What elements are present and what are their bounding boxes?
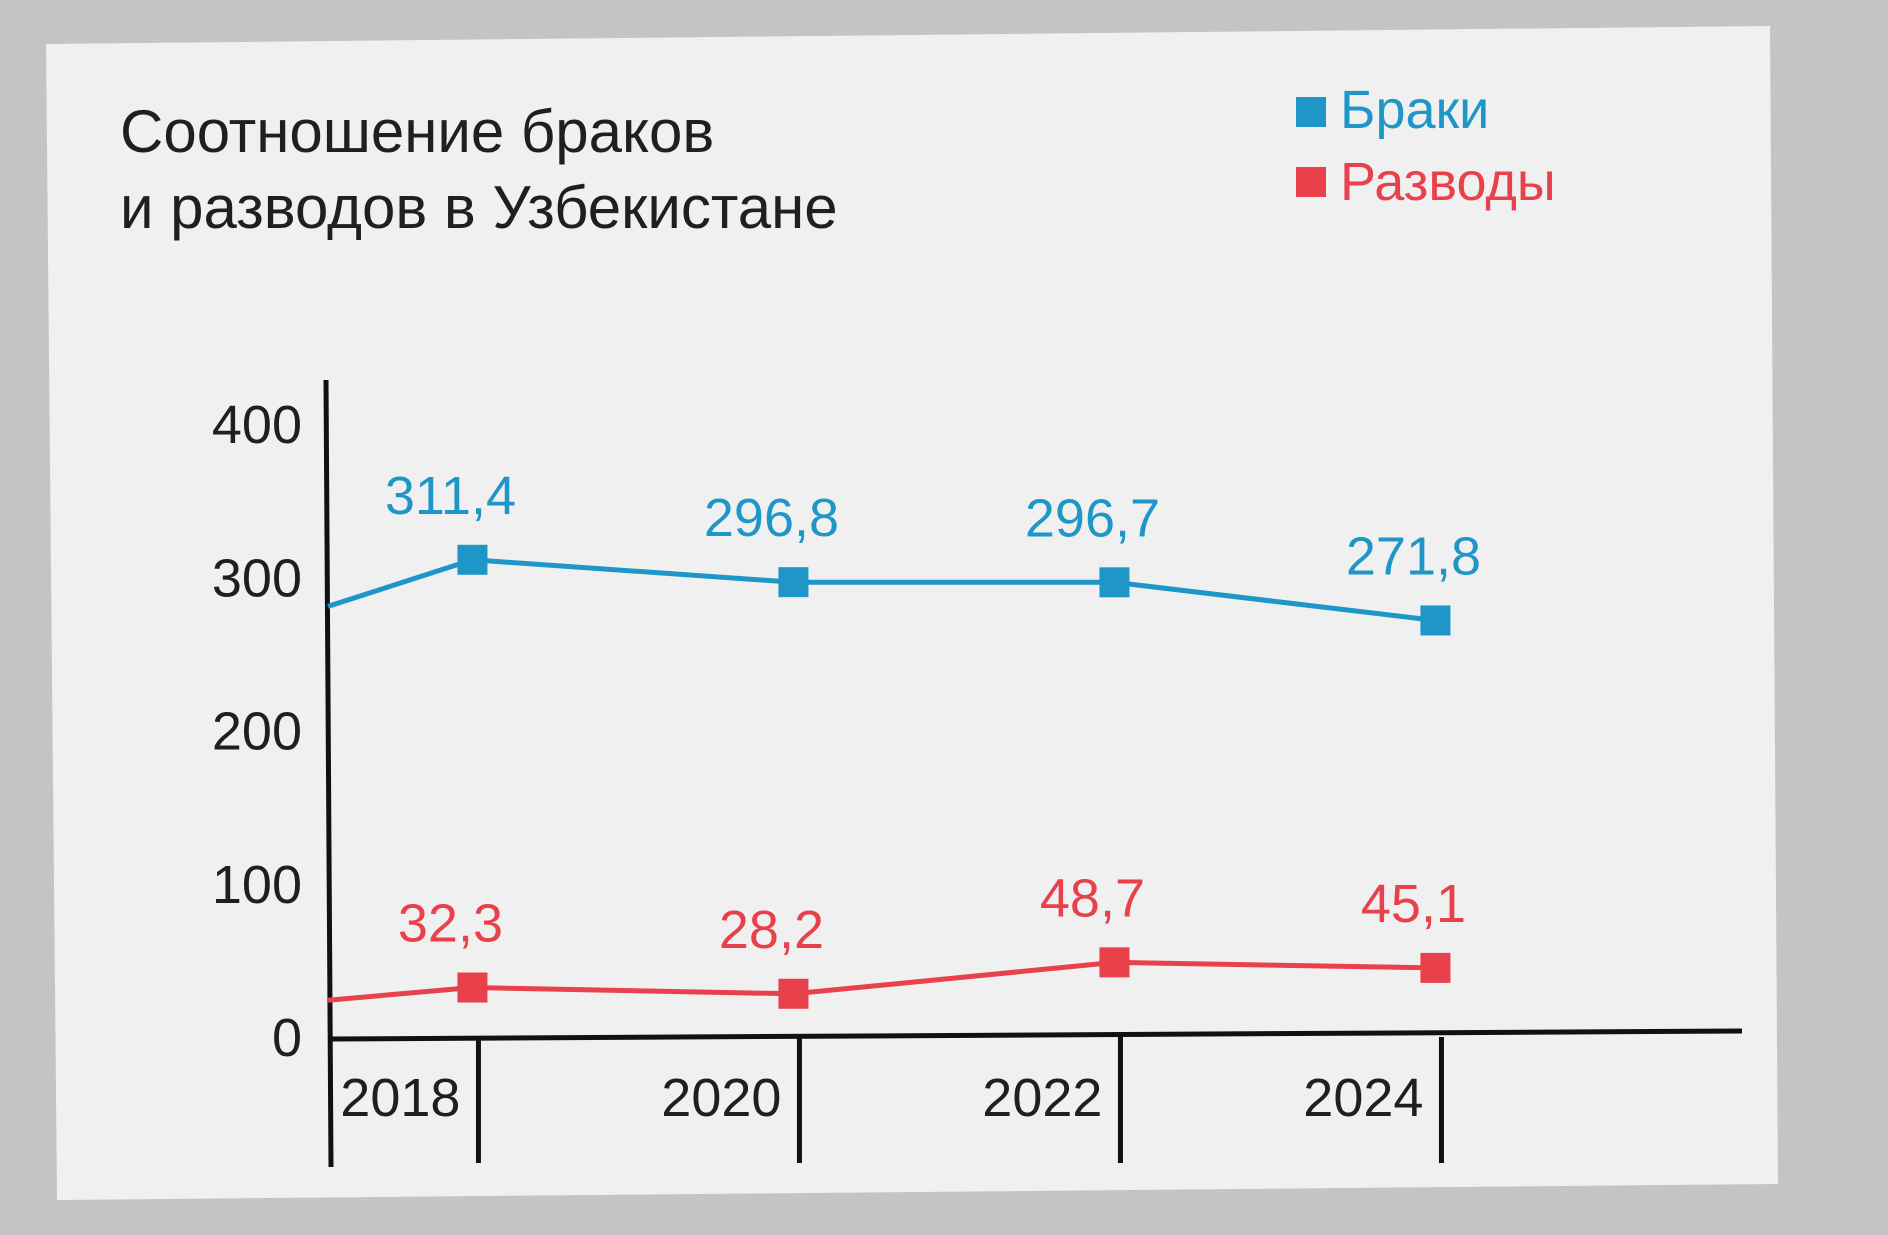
- y-tick-label-300: 300: [212, 548, 302, 608]
- x-axis-line: [328, 1028, 1743, 1042]
- x-tick-label-2018: 2018: [340, 1068, 460, 1128]
- y-axis-ticks: 0 100 200 300 400: [212, 395, 302, 1068]
- legend-label-divorces: Разводы: [1340, 152, 1556, 212]
- legend-swatch-marriages: [1296, 97, 1326, 127]
- marriages-point-2022: [1099, 567, 1130, 598]
- divorces-point-2018: [457, 972, 488, 1003]
- chart-title-line-1: Соотношение браков: [120, 98, 714, 165]
- y-tick-label-100: 100: [212, 855, 302, 915]
- chart-title-line-2: и разводов в Узбекистане: [120, 174, 838, 241]
- divorces-data-label-2018: 32,3: [398, 894, 503, 954]
- divorces-data-label-2020: 28,2: [719, 900, 824, 960]
- marriages-point-2018: [457, 544, 488, 575]
- y-tick-label-200: 200: [212, 702, 302, 762]
- marriages-data-label-2024: 271,8: [1346, 526, 1481, 586]
- x-tick-label-2022: 2022: [982, 1068, 1102, 1128]
- marriages-point-2024: [1420, 605, 1451, 636]
- legend: Браки Разводы: [1296, 80, 1556, 212]
- x-axis-ticks: 2018 2020 2022 2024: [340, 1037, 1444, 1163]
- y-tick-label-0: 0: [272, 1008, 302, 1068]
- chart-card: [46, 26, 1778, 1200]
- y-axis-line: [323, 379, 334, 1168]
- marriages-data-label-2018: 311,4: [385, 466, 516, 526]
- marriages-data-label-2020: 296,8: [704, 488, 839, 548]
- divorces-point-2022: [1099, 947, 1130, 978]
- divorces-data-label-2022: 48,7: [1040, 868, 1145, 928]
- marriages-point-2020: [778, 567, 809, 598]
- x-tick-label-2020: 2020: [661, 1068, 781, 1128]
- legend-swatch-divorces: [1296, 167, 1326, 197]
- series-layer: 311,4 296,8 296,7 271,8 32,3 28,2 48,7 45,1: [327, 466, 1481, 1009]
- divorces-point-2024: [1420, 952, 1451, 983]
- marriages-data-label-2022: 296,7: [1025, 488, 1160, 548]
- divorces-data-label-2024: 45,1: [1361, 874, 1466, 934]
- y-tick-label-400: 400: [212, 395, 302, 455]
- x-tick-label-2024: 2024: [1303, 1068, 1423, 1128]
- legend-label-marriages: Браки: [1340, 80, 1489, 140]
- axes: [323, 379, 1743, 1168]
- divorces-point-2020: [778, 978, 809, 1009]
